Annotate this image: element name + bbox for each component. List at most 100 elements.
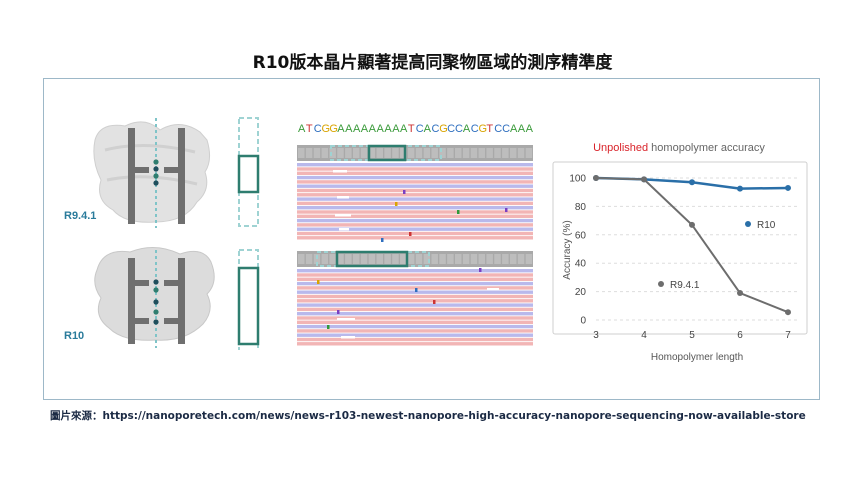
alignment-panel: [297, 144, 533, 240]
reference-cell: [462, 148, 470, 158]
sequence-base: A: [384, 123, 392, 135]
reference-cell: [470, 148, 478, 158]
deletion-gap: [333, 170, 347, 173]
reference-cell: [360, 148, 368, 158]
mismatch-mark: [327, 325, 330, 329]
chart-title-highlight: Unpolished: [593, 142, 648, 154]
reference-cell: [455, 254, 462, 264]
r9-readhead-inner: [237, 154, 260, 194]
read-row: [297, 163, 533, 167]
reference-cell: [494, 148, 501, 158]
reference-cell: [509, 148, 517, 158]
reference-cell: [447, 254, 454, 264]
read-row: [297, 273, 533, 277]
y-tick-label: 80: [575, 202, 587, 213]
sequence-base: C: [447, 123, 455, 135]
legend-label: R10: [757, 220, 776, 231]
mismatch-mark: [433, 300, 436, 304]
reference-cell: [400, 148, 407, 158]
sequence-base: A: [369, 123, 377, 135]
mismatch-mark: [415, 288, 418, 292]
sequence-base: A: [345, 123, 353, 135]
reference-cell: [352, 254, 360, 264]
reference-cell: [352, 148, 360, 158]
image-source: 圖片來源：https://nanoporetech.com/news/news-…: [50, 410, 806, 422]
reference-cell: [313, 148, 321, 158]
read-row: [297, 342, 533, 346]
read-row: [297, 175, 533, 180]
data-point: [785, 309, 791, 316]
mismatch-mark: [409, 232, 412, 236]
homopolymer-box: [367, 144, 407, 162]
reference-cell: [517, 148, 525, 158]
y-tick-label: 20: [575, 287, 587, 298]
sequence-base: C: [455, 123, 463, 135]
data-point: [785, 184, 791, 191]
sequence-base: A: [400, 123, 408, 135]
x-tick-label: 6: [737, 330, 743, 341]
reference-cell: [376, 148, 383, 158]
reference-cell: [392, 254, 399, 264]
read-row: [297, 188, 533, 193]
sequence-base: T: [306, 123, 313, 135]
pore-label-r10: R10: [64, 330, 85, 342]
reference-cell: [321, 148, 329, 158]
reference-cell: [431, 254, 438, 264]
read-row: [297, 184, 533, 188]
deletion-gap: [337, 196, 349, 199]
read-row: [297, 281, 533, 286]
sequence-base: A: [353, 123, 361, 135]
mismatch-mark: [457, 210, 460, 214]
read-row: [297, 312, 533, 316]
y-tick-label: 40: [575, 259, 587, 270]
alignment-panel: [297, 250, 533, 346]
plot-area-border: [552, 161, 808, 335]
deletion-gap: [341, 336, 355, 339]
x-tick-label: 5: [689, 330, 695, 341]
reference-cell: [423, 148, 431, 158]
reference-cell: [502, 148, 509, 158]
reference-cell: [423, 254, 431, 264]
reference-cell: [321, 254, 329, 264]
mismatch-mark: [337, 310, 340, 314]
sequence-base: G: [479, 123, 488, 135]
y-tick-label: 0: [580, 316, 586, 327]
reference-cell: [368, 148, 376, 158]
legend-marker: [745, 221, 751, 227]
read-row: [297, 227, 533, 231]
sequence-base: A: [337, 123, 345, 135]
read-row: [297, 231, 533, 236]
mismatch-mark: [505, 208, 508, 212]
sequence-base: A: [377, 123, 385, 135]
reference-cell: [384, 254, 391, 264]
read-row: [297, 307, 533, 312]
sequence-base: A: [424, 123, 432, 135]
reference-cell: [486, 148, 493, 158]
sequence-base: T: [486, 123, 493, 135]
sequence-base: G: [322, 123, 331, 135]
read-row: [297, 223, 533, 227]
r9-readhead-outer: [238, 117, 259, 227]
x-tick-label: 3: [593, 330, 599, 341]
sequence-base: G: [439, 123, 448, 135]
read-row: [297, 333, 533, 337]
data-point: [689, 179, 695, 186]
deletion-gap: [335, 214, 351, 217]
reference-cell: [525, 148, 533, 158]
sequence-base: C: [416, 123, 424, 135]
reference-cell: [384, 148, 391, 158]
read-row: [297, 197, 533, 201]
reference-cell: [407, 148, 415, 158]
reference-cell: [360, 254, 368, 264]
sequence-base: A: [361, 123, 369, 135]
chart-title-rest: homopolymer accuracy: [648, 142, 765, 154]
data-point: [737, 185, 743, 192]
reference-cell: [447, 148, 454, 158]
r10-readhead-outer: [238, 249, 259, 350]
reference-cell: [400, 254, 407, 264]
figure-frame: [43, 78, 820, 400]
reference-cell: [368, 254, 376, 264]
deletion-gap: [337, 318, 355, 321]
reference-cell: [462, 254, 470, 264]
read-row: [297, 286, 533, 290]
